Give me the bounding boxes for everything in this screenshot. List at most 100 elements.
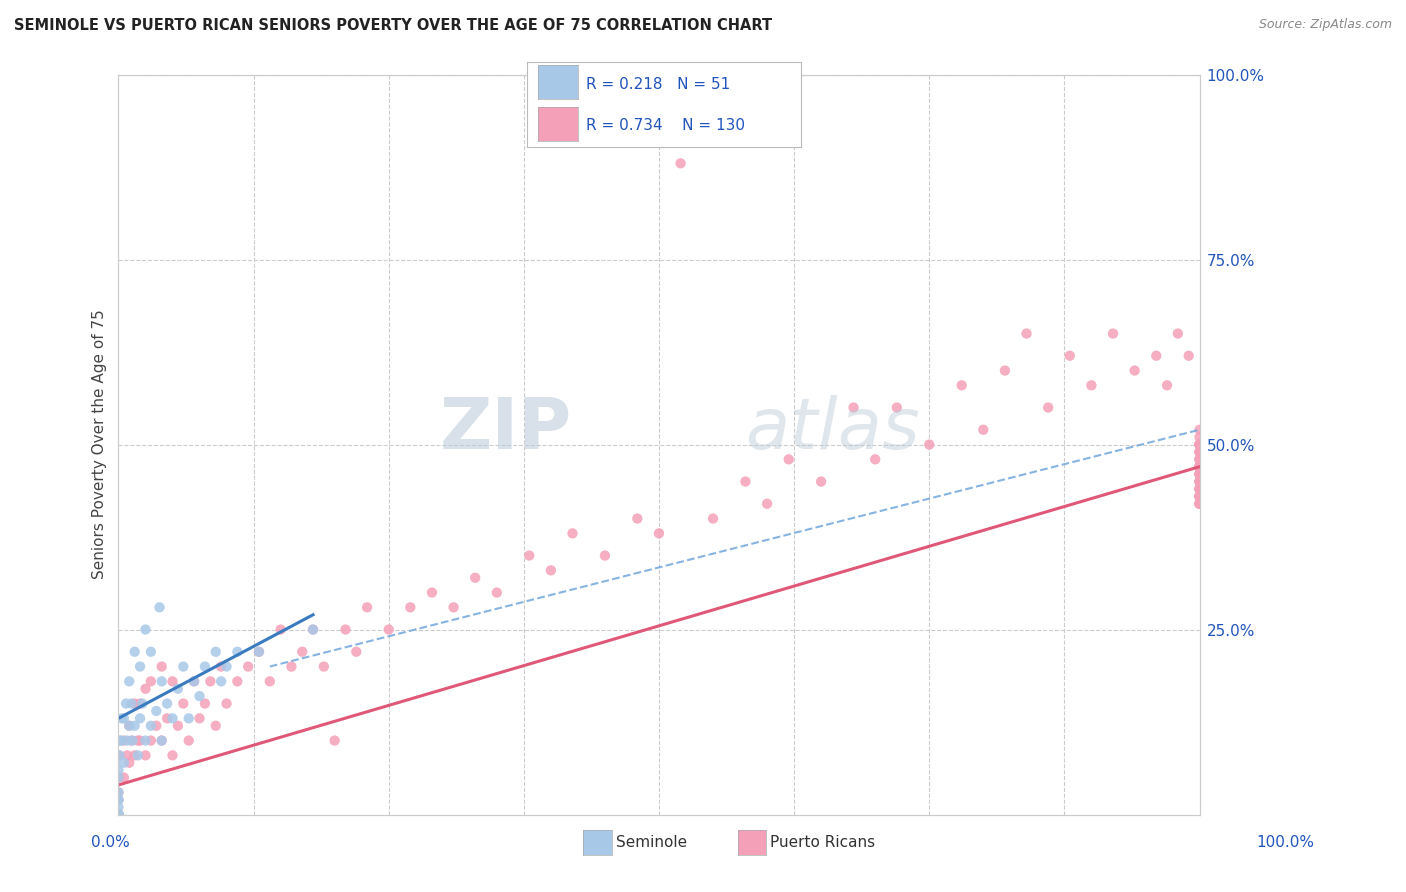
Point — [1156, 378, 1178, 392]
Point — [162, 674, 184, 689]
Point — [183, 674, 205, 689]
Point — [172, 697, 194, 711]
Point — [107, 807, 129, 822]
Point — [110, 733, 132, 747]
Point — [107, 748, 129, 763]
Point — [107, 807, 129, 822]
Point — [150, 733, 173, 747]
Point — [139, 733, 162, 747]
Point — [1015, 326, 1038, 341]
Point — [107, 807, 129, 822]
Point — [177, 711, 200, 725]
Point — [108, 748, 131, 763]
Point — [1080, 378, 1102, 392]
Point — [107, 807, 129, 822]
Point — [127, 733, 149, 747]
Point — [1123, 363, 1146, 377]
Point — [312, 659, 335, 673]
Point — [302, 623, 325, 637]
Point — [209, 674, 232, 689]
Point — [1188, 459, 1211, 474]
Point — [1188, 452, 1211, 467]
Point — [918, 437, 941, 451]
Point — [1144, 349, 1167, 363]
Point — [226, 674, 249, 689]
Point — [124, 719, 146, 733]
Point — [107, 785, 129, 799]
Point — [1188, 437, 1211, 451]
Point — [107, 793, 129, 807]
Point — [150, 674, 173, 689]
Point — [1188, 445, 1211, 459]
Text: R = 0.218   N = 51: R = 0.218 N = 51 — [586, 77, 731, 92]
Point — [110, 733, 132, 747]
Point — [172, 659, 194, 673]
Point — [1188, 452, 1211, 467]
Point — [209, 659, 232, 673]
Point — [1188, 437, 1211, 451]
Point — [107, 771, 129, 785]
Point — [215, 697, 238, 711]
Point — [226, 645, 249, 659]
Point — [107, 807, 129, 822]
Point — [139, 719, 162, 733]
Point — [107, 793, 129, 807]
Point — [118, 719, 141, 733]
Point — [200, 674, 222, 689]
Point — [139, 645, 162, 659]
Point — [167, 681, 190, 696]
Point — [107, 807, 129, 822]
Point — [972, 423, 994, 437]
Point — [994, 363, 1017, 377]
Point — [335, 623, 357, 637]
Point — [356, 600, 378, 615]
Point — [778, 452, 800, 467]
Point — [593, 549, 616, 563]
Point — [886, 401, 908, 415]
Point — [443, 600, 465, 615]
Point — [118, 674, 141, 689]
Point — [1036, 401, 1059, 415]
Text: atlas: atlas — [745, 395, 920, 464]
Point — [121, 733, 143, 747]
Point — [183, 674, 205, 689]
Text: Seminole: Seminole — [616, 836, 688, 850]
Point — [648, 526, 671, 541]
Point — [162, 748, 184, 763]
Point — [1188, 489, 1211, 503]
Point — [1167, 326, 1189, 341]
Point — [107, 807, 129, 822]
Point — [1188, 459, 1211, 474]
Point — [1188, 475, 1211, 489]
Point — [134, 733, 156, 747]
Text: R = 0.734    N = 130: R = 0.734 N = 130 — [586, 118, 745, 133]
Point — [1188, 459, 1211, 474]
Point — [124, 697, 146, 711]
Point — [1188, 489, 1211, 503]
Point — [1188, 423, 1211, 437]
Point — [204, 645, 226, 659]
Text: 100.0%: 100.0% — [1257, 836, 1315, 850]
Point — [124, 645, 146, 659]
Point — [107, 807, 129, 822]
Point — [148, 600, 170, 615]
Point — [1188, 437, 1211, 451]
Point — [111, 711, 134, 725]
Point — [485, 585, 508, 599]
Point — [1188, 497, 1211, 511]
Point — [377, 623, 399, 637]
Point — [1188, 467, 1211, 482]
Point — [107, 771, 129, 785]
Y-axis label: Seniors Poverty Over the Age of 75: Seniors Poverty Over the Age of 75 — [93, 310, 107, 580]
Point — [270, 623, 292, 637]
Point — [291, 645, 314, 659]
Point — [561, 526, 583, 541]
Point — [129, 697, 152, 711]
Point — [156, 711, 179, 725]
Point — [118, 719, 141, 733]
Point — [129, 711, 152, 725]
Text: 0.0%: 0.0% — [91, 836, 131, 850]
Point — [145, 719, 167, 733]
Point — [129, 659, 152, 673]
Point — [120, 733, 142, 747]
